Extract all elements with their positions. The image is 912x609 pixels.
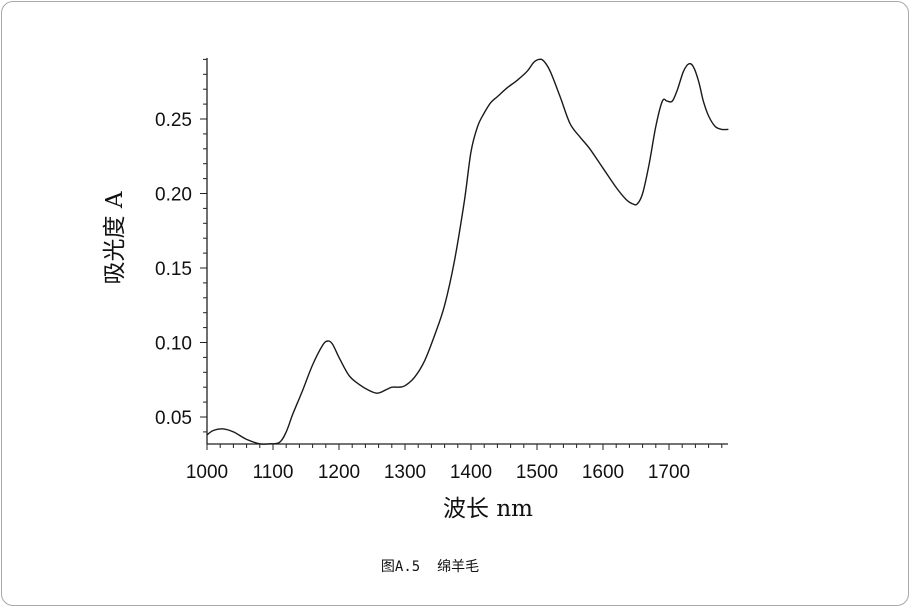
x-axis-title: 波长 nm bbox=[443, 496, 533, 522]
x-tick-label: 1400 bbox=[450, 462, 492, 483]
x-tick-label: 1600 bbox=[582, 462, 624, 483]
x-tick-label: 1300 bbox=[384, 462, 426, 483]
series-group bbox=[206, 58, 729, 445]
y-tick-label: 0.10 bbox=[155, 334, 192, 355]
y-tick-label: 0.05 bbox=[155, 408, 192, 429]
x-axis bbox=[206, 443, 728, 450]
y-axis bbox=[200, 58, 208, 444]
y-tick-labels: 0.05 0.10 0.15 0.20 0.25 bbox=[155, 110, 192, 429]
y-axis-title: 吸光度 A bbox=[102, 191, 128, 284]
x-tick-label: 1700 bbox=[648, 462, 690, 483]
figure-caption: 图A.5 绵羊毛 bbox=[380, 559, 480, 575]
series-line-0 bbox=[206, 58, 729, 445]
y-tick-label: 0.20 bbox=[155, 185, 192, 206]
x-tick-label: 1500 bbox=[516, 462, 558, 483]
x-tick-label: 1100 bbox=[253, 462, 294, 483]
x-tick-label: 1200 bbox=[318, 462, 360, 483]
x-tick-labels: 1000 1100 1200 1300 1400 1500 1600 1700 bbox=[186, 462, 690, 483]
x-tick-label: 1000 bbox=[186, 462, 228, 483]
y-tick-label: 0.15 bbox=[155, 259, 192, 280]
y-tick-label: 0.25 bbox=[155, 110, 192, 131]
